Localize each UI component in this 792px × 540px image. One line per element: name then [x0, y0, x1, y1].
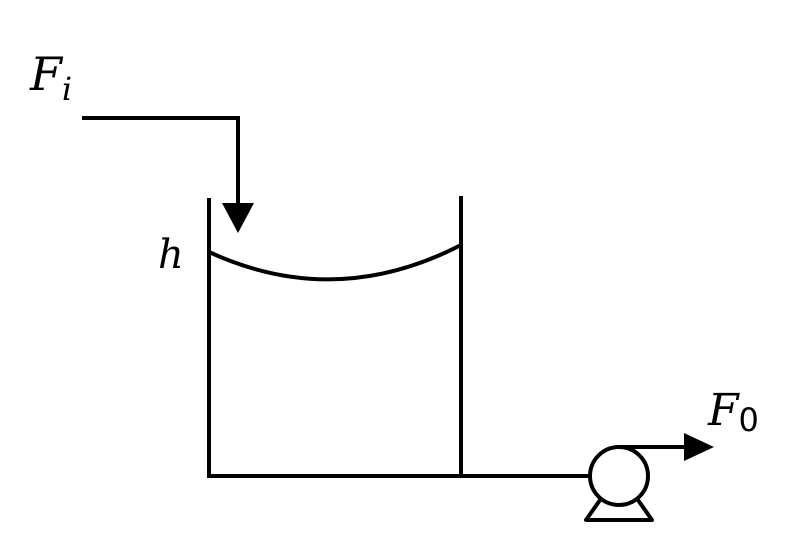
- inflow-label: Fi: [29, 47, 72, 108]
- liquid-surface: [208, 243, 462, 282]
- inflow-subscript: i: [62, 70, 72, 108]
- arrow-right-icon: [684, 433, 714, 461]
- outflow-symbol: F: [707, 385, 740, 436]
- pump-base: [584, 498, 654, 522]
- arrow-down-icon: [222, 203, 254, 233]
- pump-icon: [584, 445, 654, 522]
- outflow-subscript: 0: [739, 401, 759, 439]
- pump-body: [588, 445, 650, 507]
- level-label: h: [158, 232, 184, 278]
- inflow-symbol: F: [29, 47, 64, 101]
- outflow-label: F0: [707, 385, 759, 439]
- inflow-pipe: [82, 116, 240, 205]
